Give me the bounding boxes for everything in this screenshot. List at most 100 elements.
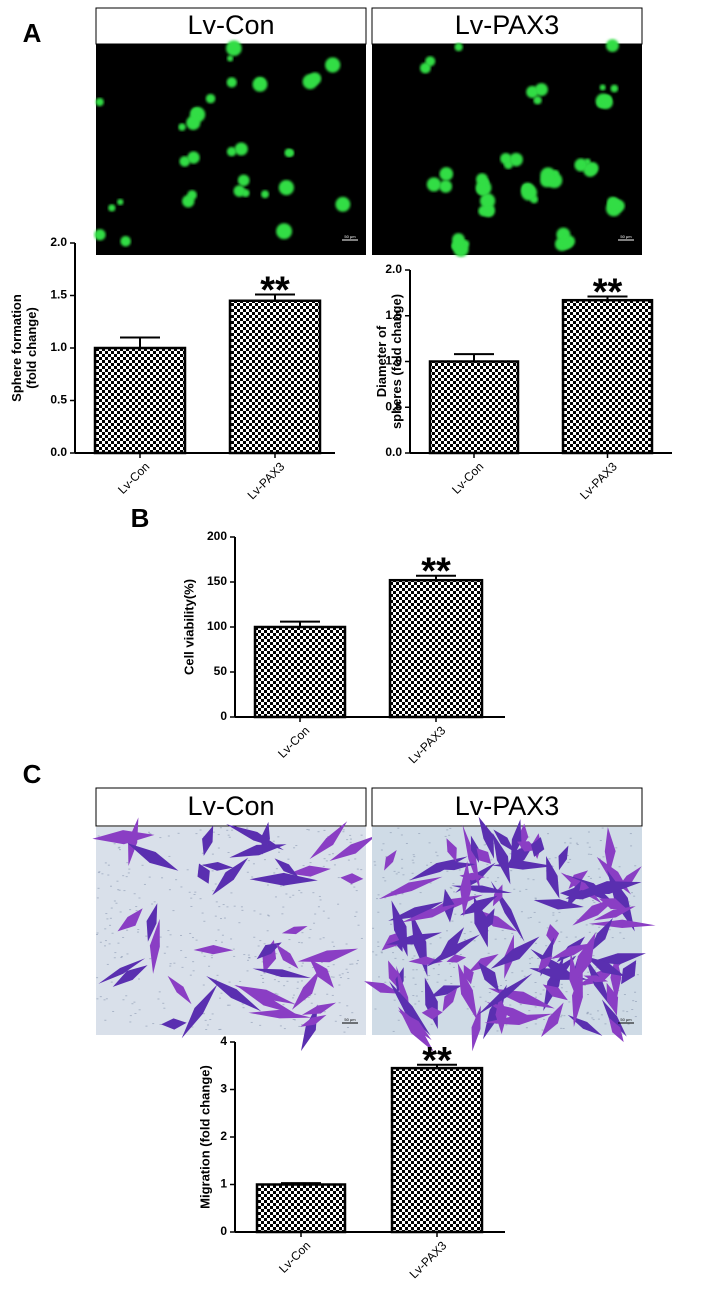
texture [355,963,358,965]
texture [466,1008,469,1010]
significance: ** [422,1040,452,1082]
texture [452,966,455,968]
texture [520,937,523,939]
texture [97,872,100,874]
texture [576,844,579,846]
texture [286,980,289,982]
cell [384,849,397,871]
texture [222,904,225,906]
texture [230,892,233,894]
texture [412,977,415,979]
texture [350,883,353,885]
sphere [108,204,116,212]
stain-image: 50 μm [92,817,377,1052]
texture [169,934,172,936]
texture [228,1004,231,1006]
sphere [560,237,573,250]
texture [458,869,461,871]
texture [377,941,380,943]
texture [563,1015,566,1017]
cell [429,985,463,998]
stain-image: 50 μm [364,816,656,1052]
texture [419,892,422,894]
texture [452,883,455,885]
cell [608,1017,624,1043]
texture [444,979,447,981]
texture [98,871,101,873]
texture [505,1024,508,1026]
cell [446,954,467,963]
texture [209,1019,212,1021]
sphere [602,94,612,104]
cell [446,838,457,862]
y-tick-label: 1.5 [50,288,67,302]
scale-bar-label: 50 μm [620,1017,632,1022]
bar [428,360,520,455]
texture [412,995,415,997]
texture [104,945,107,947]
texture [120,957,123,959]
texture [380,952,383,954]
texture [567,861,570,863]
texture [436,855,439,857]
texture [143,883,146,885]
texture [114,952,117,954]
texture [248,957,251,959]
texture [630,892,633,894]
texture [227,834,230,836]
texture [355,890,358,892]
texture [354,915,357,917]
texture [527,836,530,838]
texture [392,1030,395,1032]
texture [317,906,320,908]
texture [474,894,477,896]
texture [444,835,447,837]
texture [353,886,356,888]
texture [519,1004,522,1006]
texture [433,957,436,959]
sphere [583,163,597,177]
cell [477,973,533,1016]
texture [360,834,363,836]
texture [384,880,387,882]
texture [168,889,171,891]
texture [390,891,393,893]
texture [533,911,536,913]
texture [136,931,139,933]
texture [263,859,266,861]
panel-label: A [23,18,42,48]
cell [457,962,478,1021]
texture [122,999,125,1001]
significance: ** [421,551,451,593]
texture [380,951,383,953]
texture [413,955,416,957]
texture [122,936,125,938]
texture [436,981,439,983]
texture [186,869,189,871]
texture [534,1023,537,1025]
texture [548,858,551,860]
x-tick-label: Lv-PAX3 [577,459,620,502]
texture [141,864,144,866]
texture [118,889,121,891]
texture [149,958,152,960]
texture [397,1019,400,1021]
sphere [584,158,591,165]
texture [261,961,264,963]
texture [104,862,107,864]
texture [372,927,375,929]
texture [534,996,537,998]
texture [292,994,295,996]
y-tick-label: 0.5 [385,399,402,413]
texture [282,906,285,908]
cell [117,908,143,932]
texture [598,876,601,878]
texture [247,954,250,956]
texture [415,995,418,997]
texture [263,972,266,974]
cell [248,1009,312,1019]
texture [428,842,431,844]
cell [484,1013,553,1026]
cell [471,1005,481,1052]
texture [631,906,634,908]
